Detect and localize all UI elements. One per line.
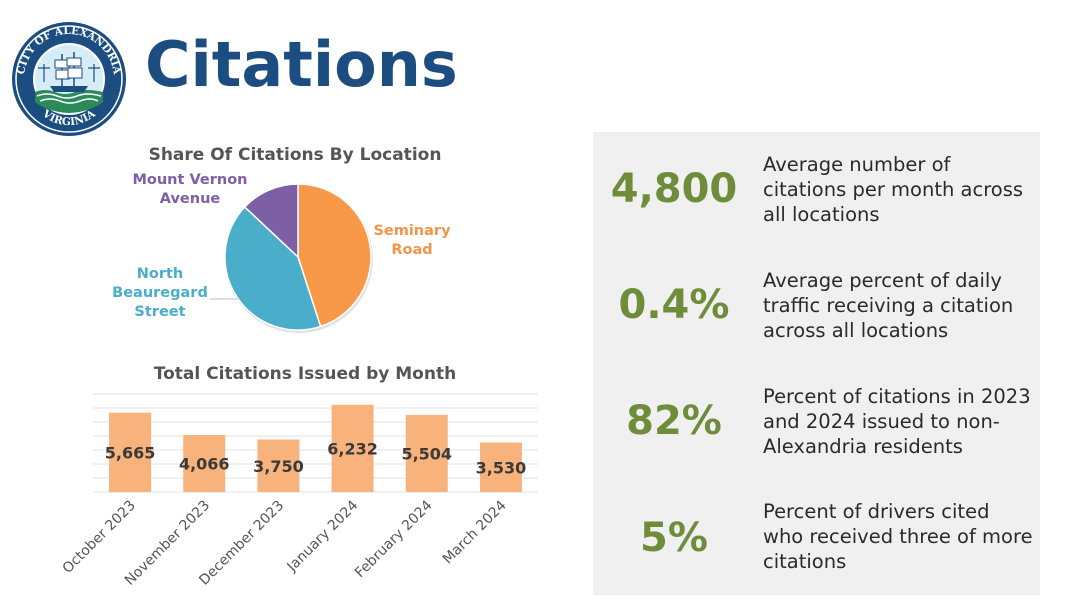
bar-value-label: 5,504 (401, 444, 452, 463)
stat-desc-avg-citations: Average number of citations per month ac… (763, 153, 1024, 226)
bar-5 (479, 442, 522, 492)
stat-desc-non-residents: Percent of citations in 2023 and 2024 is… (763, 385, 1031, 458)
bar-3 (331, 404, 374, 492)
city-seal-logo: CITY OF ALEXANDRIA VIRGINIA (12, 22, 126, 136)
stats-panel: 4,800 Average number of citations per mo… (593, 132, 1040, 595)
bar-value-label: 3,530 (476, 458, 527, 477)
bar-category-label: October 2023 (60, 498, 139, 577)
bar-value-label: 5,665 (105, 443, 156, 462)
pie-label-seminary-road: Seminary Road (373, 223, 451, 258)
stat-value-daily-traffic: 0.4% (618, 282, 730, 328)
pie-label-north-beauregard: North Beauregard Street (112, 266, 208, 320)
svg-text:VIRGINIA: VIRGINIA (40, 107, 99, 128)
stat-value-non-residents: 82% (626, 398, 722, 444)
bar-value-label: 4,066 (179, 455, 230, 474)
bar-value-label: 3,750 (253, 457, 304, 476)
bar-2 (257, 439, 300, 492)
bar-1 (183, 435, 226, 492)
pie-chart-title: Share Of Citations By Location (148, 145, 442, 165)
pie-slice-north-beauregard (224, 205, 322, 331)
pie-slice-seminary-road (297, 183, 372, 328)
bar-0 (109, 412, 152, 492)
stat-desc-daily-traffic: Average percent of daily traffic receivi… (763, 269, 1014, 342)
bar-category-label: January 2024 (284, 497, 362, 575)
stat-value-repeat-drivers: 5% (640, 515, 708, 561)
bar-chart-title: Total Citations Issued by Month (153, 364, 457, 384)
stat-desc-repeat-drivers: Percent of drivers cited who received th… (763, 500, 1033, 573)
pie-label-mount-vernon: Mount Vernon Avenue (132, 172, 248, 207)
bar-category-label: February 2024 (352, 497, 436, 581)
bar-value-label: 6,232 (327, 439, 378, 458)
bar-4 (405, 414, 448, 492)
pie-slice-mount-vernon (243, 183, 299, 259)
page-title: Citations (145, 28, 458, 101)
bar-category-label: March 2024 (440, 497, 510, 567)
stat-value-avg-citations: 4,800 (610, 166, 738, 212)
